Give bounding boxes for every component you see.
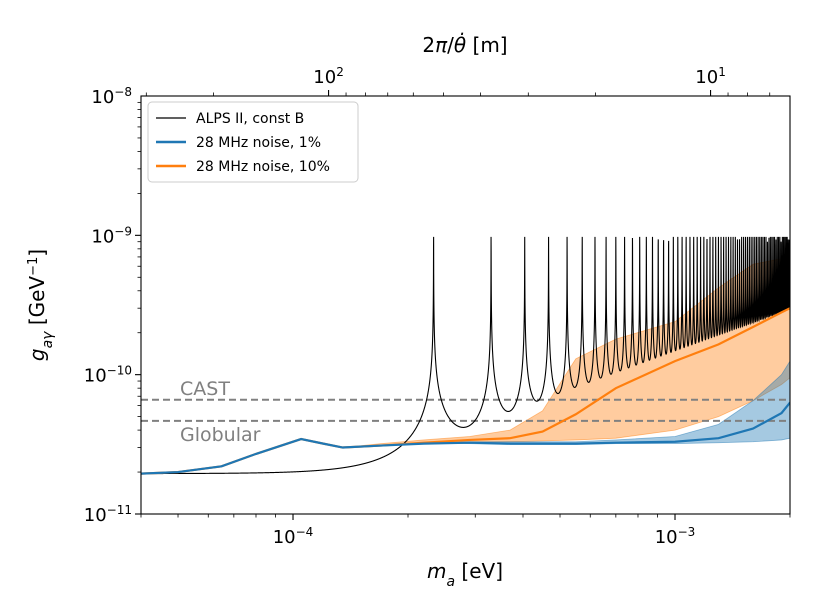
- ref-label-globular: Globular: [180, 424, 261, 446]
- legend-label: 28 MHz noise, 1%: [196, 135, 321, 151]
- y-tick-label: 10−11: [84, 503, 132, 526]
- y-tick-label: 10−9: [91, 224, 132, 247]
- ref-label-cast: CAST: [180, 378, 230, 400]
- series-alps-line: [141, 236, 790, 475]
- legend: ALPS II, const B 28 MHz noise, 1% 28 MHz n…: [147, 101, 359, 183]
- top-tick-label: 102: [313, 65, 344, 88]
- top-axis-label: 2π/θ̇ [m]: [422, 32, 507, 57]
- y-axis-label: gaγ [GeV−1]: [25, 249, 56, 361]
- series-noise-1pct-line: [141, 401, 790, 475]
- legend-label: 28 MHz noise, 10%: [196, 159, 330, 175]
- legend-box: [147, 101, 359, 183]
- plot-frame: [140, 95, 791, 515]
- x-tick-label: 10−4: [273, 525, 314, 548]
- y-tick-label: 10−8: [91, 85, 132, 108]
- plot-area: CAST Globular: [141, 236, 790, 475]
- x-tick-label: 10−3: [655, 525, 696, 548]
- x-axis-label: ma [eV]: [427, 559, 503, 590]
- legend-label: ALPS II, const B: [196, 111, 304, 127]
- top-tick-label: 101: [695, 65, 726, 88]
- y-tick-label: 10−10: [84, 364, 132, 387]
